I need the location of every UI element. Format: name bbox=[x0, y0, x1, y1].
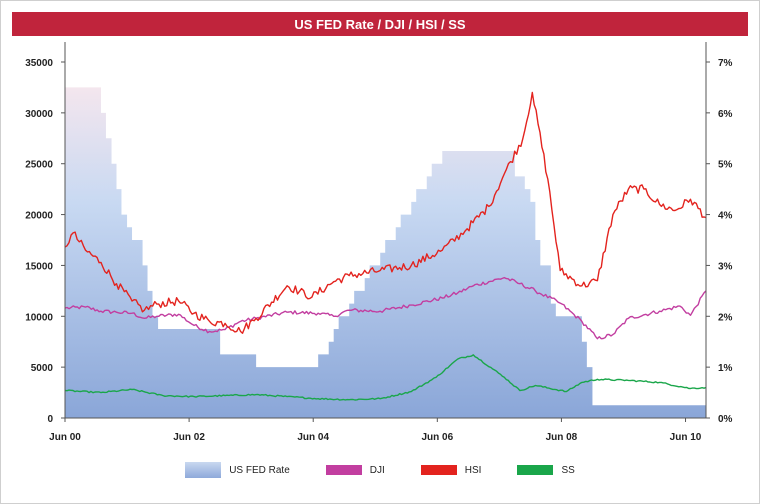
series-line-dji bbox=[64, 276, 707, 340]
y-left-tick-label: 15000 bbox=[25, 261, 53, 272]
y-right-tick-label: 0% bbox=[718, 414, 733, 425]
area-layer bbox=[65, 87, 706, 418]
legend-swatch-fed bbox=[185, 462, 222, 478]
legend-label-ss: SS bbox=[561, 464, 575, 476]
legend-label-dji: DJI bbox=[369, 464, 385, 476]
x-tick-label: Jun 06 bbox=[421, 432, 453, 443]
legend-item-dji: DJI bbox=[325, 464, 385, 476]
y-left-tick-label: 5000 bbox=[31, 363, 54, 374]
y-right-tick-label: 7% bbox=[718, 58, 733, 69]
series-area-us-fed-rate bbox=[65, 87, 706, 418]
legend-swatch-hsi bbox=[420, 465, 457, 475]
y-left-tick-label: 10000 bbox=[25, 312, 53, 323]
chart-title: US FED Rate / DJI / HSI / SS bbox=[12, 12, 748, 36]
x-tick-label: Jun 08 bbox=[546, 432, 578, 443]
series-line-ss bbox=[64, 354, 707, 401]
y-right-tick-label: 6% bbox=[718, 109, 733, 120]
tick-labels-layer: 0 5000 10000 15000 20000 25000 30000 35000 0% 1% 2… bbox=[25, 58, 732, 443]
y-left-tick-label: 0 bbox=[47, 414, 53, 425]
y-right-tick-label: 4% bbox=[718, 211, 733, 222]
x-tick-label: Jun 02 bbox=[173, 432, 205, 443]
y-right-tick-label: 2% bbox=[718, 312, 733, 323]
x-tick-label: Jun 10 bbox=[670, 432, 702, 443]
x-tick-label: Jun 00 bbox=[49, 432, 81, 443]
y-left-tick-label: 25000 bbox=[25, 160, 53, 171]
legend-item-fed: US FED Rate bbox=[185, 462, 290, 478]
lines-layer bbox=[64, 91, 707, 401]
y-right-tick-label: 5% bbox=[718, 160, 733, 171]
y-right-tick-label: 3% bbox=[718, 261, 733, 272]
y-left-tick-label: 35000 bbox=[25, 58, 53, 69]
legend-item-hsi: HSI bbox=[420, 464, 482, 476]
legend-label-fed: US FED Rate bbox=[229, 464, 290, 476]
y-left-tick-label: 30000 bbox=[25, 109, 53, 120]
legend: US FED Rate DJI HSI SS bbox=[0, 460, 760, 480]
legend-swatch-ss bbox=[517, 465, 554, 475]
legend-swatch-dji bbox=[325, 465, 362, 475]
series-line-hsi bbox=[64, 91, 707, 334]
axes-layer bbox=[64, 42, 707, 419]
legend-label-hsi: HSI bbox=[464, 464, 482, 476]
y-left-tick-label: 20000 bbox=[25, 211, 53, 222]
y-right-tick-label: 1% bbox=[718, 363, 733, 374]
legend-item-ss: SS bbox=[517, 464, 575, 476]
x-tick-label: Jun 04 bbox=[297, 432, 329, 443]
